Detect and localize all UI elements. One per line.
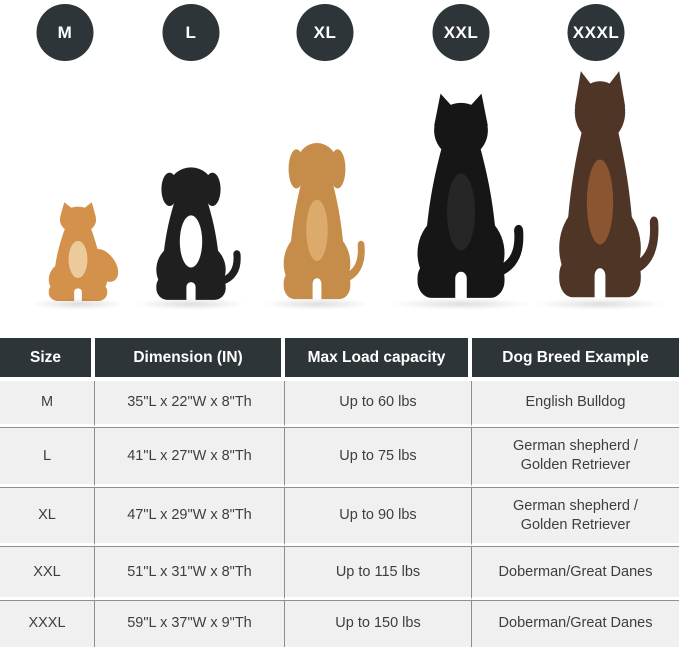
size-badge-label: L bbox=[185, 22, 197, 42]
column-header-breed: Dog Breed Example bbox=[472, 338, 679, 381]
dog-shadow bbox=[134, 298, 248, 310]
dog-chest-marking bbox=[586, 159, 614, 245]
breed-cell: German shepherd / Golden Retriever bbox=[472, 427, 679, 487]
size-badge-l: L bbox=[162, 4, 220, 61]
dog-chest-marking bbox=[68, 240, 88, 278]
dog-image-doberman bbox=[559, 71, 659, 304]
dog-figure bbox=[134, 158, 248, 310]
dog-size-lineup: M bbox=[30, 4, 666, 310]
breed-cell: English Bulldog bbox=[472, 381, 679, 428]
size-badge-xxl: XXL bbox=[432, 4, 490, 61]
dog-figure bbox=[30, 200, 126, 310]
dimension-cell: 59"L x 37"W x 9"Th bbox=[95, 599, 285, 647]
table-row: XL 47"L x 29"W x 8"Th Up to 90 lbs Germa… bbox=[0, 486, 679, 547]
table-header-row: Size Dimension (IN) Max Load capacity Do… bbox=[0, 338, 679, 381]
dog-image-border-collie bbox=[156, 167, 241, 304]
dog-shadow bbox=[30, 298, 126, 310]
size-badge-label: XXXL bbox=[572, 22, 620, 42]
dog-silhouette bbox=[283, 143, 365, 300]
table-row: M 35"L x 22"W x 8"Th Up to 60 lbs Englis… bbox=[0, 381, 679, 428]
size-badge-label: XXL bbox=[443, 22, 479, 42]
dimension-cell: 47"L x 29"W x 8"Th bbox=[95, 486, 285, 547]
dog-figure bbox=[263, 132, 371, 310]
size-cell: XL bbox=[0, 486, 95, 547]
dog-figure bbox=[390, 89, 532, 310]
column-header-size: Size bbox=[0, 338, 95, 381]
size-cell: XXL bbox=[0, 546, 95, 600]
breed-cell: Doberman/Great Danes bbox=[472, 599, 679, 647]
dog-chest-marking bbox=[446, 173, 476, 251]
capacity-cell: Up to 60 lbs bbox=[285, 381, 472, 428]
dog-chest-marking bbox=[179, 215, 203, 268]
size-badge-xl: XL bbox=[296, 4, 354, 61]
dimension-cell: 41"L x 27"W x 8"Th bbox=[95, 427, 285, 487]
dog-silhouette bbox=[559, 71, 659, 298]
column-header-dimension: Dimension (IN) bbox=[95, 338, 285, 381]
size-badge-xxxl: XXXL bbox=[567, 4, 625, 61]
dimension-cell: 35"L x 22"W x 8"Th bbox=[95, 381, 285, 428]
size-chart-table: Size Dimension (IN) Max Load capacity Do… bbox=[0, 338, 679, 647]
dog-figure bbox=[534, 66, 666, 310]
dimension-cell: 51"L x 31"W x 8"Th bbox=[95, 546, 285, 600]
capacity-cell: Up to 90 lbs bbox=[285, 486, 472, 547]
dog-shadow bbox=[534, 298, 666, 310]
column-header-capacity: Max Load capacity bbox=[285, 338, 472, 381]
table-row: L 41"L x 27"W x 8"Th Up to 75 lbs German… bbox=[0, 427, 679, 487]
dog-chest-marking bbox=[306, 199, 328, 261]
table-row: XXL 51"L x 31"W x 8"Th Up to 115 lbs Dob… bbox=[0, 546, 679, 600]
capacity-cell: Up to 75 lbs bbox=[285, 427, 472, 487]
table-row: XXXL 59"L x 37"W x 9"Th Up to 150 lbs Do… bbox=[0, 599, 679, 647]
breed-cell: Doberman/Great Danes bbox=[472, 546, 679, 600]
dog-image-great-dane bbox=[417, 93, 524, 304]
size-badge-label: M bbox=[57, 22, 73, 42]
capacity-cell: Up to 150 lbs bbox=[285, 599, 472, 647]
dog-image-golden-retriever bbox=[283, 143, 365, 304]
capacity-cell: Up to 115 lbs bbox=[285, 546, 472, 600]
breed-cell: German shepherd / Golden Retriever bbox=[472, 486, 679, 547]
dog-shadow bbox=[390, 298, 532, 310]
dog-image-pomeranian bbox=[48, 202, 119, 304]
size-cell: M bbox=[0, 381, 95, 428]
size-badge-label: XL bbox=[313, 22, 337, 42]
size-cell: XXXL bbox=[0, 599, 95, 647]
dog-shadow bbox=[263, 298, 371, 310]
size-badge-m: M bbox=[36, 4, 94, 61]
size-cell: L bbox=[0, 427, 95, 487]
